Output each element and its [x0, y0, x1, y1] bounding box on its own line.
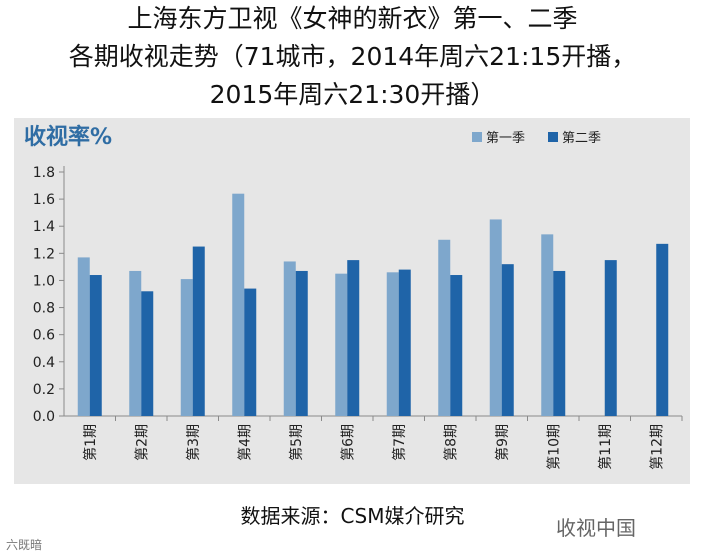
y-axis-label: 收视率% — [24, 124, 112, 150]
bar-season1 — [283, 261, 296, 416]
legend-swatch-1 — [472, 132, 482, 142]
bar-season2 — [398, 269, 411, 416]
y-tick-label: 0.6 — [33, 328, 55, 344]
title-line-2: 各期收视走势（71城市，2014年周六21:15开播， — [68, 42, 637, 71]
bar-season1 — [386, 272, 399, 416]
bar-season2 — [141, 291, 154, 416]
bar-season2 — [553, 270, 566, 416]
source-note: 数据来源：CSM媒介研究 — [240, 504, 465, 528]
bar-season1 — [129, 270, 142, 416]
bar-season2 — [244, 288, 257, 416]
x-tick-label: 第2期 — [133, 424, 150, 461]
watermark-right: 收视中国 — [556, 516, 636, 540]
bar-season2 — [604, 260, 617, 416]
x-tick-label: 第5期 — [288, 424, 305, 461]
legend-label-1: 第一季 — [486, 131, 525, 146]
x-tick-label: 第4期 — [236, 424, 253, 461]
y-tick-label: 0.4 — [33, 355, 55, 371]
bar-season2 — [347, 260, 360, 416]
bar-season1 — [335, 273, 348, 416]
bar-season2 — [450, 275, 463, 416]
bar-season2 — [295, 270, 308, 416]
bar-season2 — [656, 243, 669, 416]
bar-season1 — [489, 219, 502, 416]
bar-season2 — [192, 246, 205, 416]
bar-season2 — [501, 264, 514, 416]
y-tick-label: 1.6 — [33, 192, 55, 208]
chart-panel: 收视率% 0.0 0.2 0.4 0.6 0.8 1.0 1.2 1.4 1.6 1.8 第1期 第2期… — [14, 118, 690, 484]
bar-season2 — [89, 275, 102, 416]
title-line-3: 2015年周六21:30开播） — [209, 80, 496, 109]
x-tick-label: 第12期 — [648, 424, 665, 470]
x-tick-label: 第11期 — [597, 424, 614, 470]
title-line-1: 上海东方卫视《女神的新衣》第一、二季 — [127, 4, 578, 33]
x-tick-label: 第9期 — [494, 424, 511, 461]
x-tick-label: 第7期 — [391, 424, 408, 461]
y-tick-label: 1.0 — [33, 273, 55, 289]
legend-label-2: 第二季 — [562, 131, 601, 146]
bar-season1 — [541, 234, 554, 416]
watermark-left: 六既暗 — [6, 538, 43, 552]
x-tick-label: 第3期 — [185, 424, 202, 461]
bar-season1 — [180, 279, 193, 416]
x-tick-label: 第6期 — [339, 424, 356, 461]
y-tick-label: 1.8 — [33, 165, 55, 181]
y-tick-label: 0.2 — [33, 382, 55, 398]
x-tick-label: 第10期 — [545, 424, 562, 470]
x-tick-label: 第1期 — [82, 424, 99, 461]
legend-swatch-2 — [548, 132, 558, 142]
bar-chart: 收视率% 0.0 0.2 0.4 0.6 0.8 1.0 1.2 1.4 1.6 1.8 第1期 第2期… — [24, 124, 683, 470]
bar-season1 — [438, 239, 451, 416]
y-tick-label: 0.8 — [33, 301, 55, 317]
bar-season1 — [77, 257, 90, 416]
bar-season1 — [232, 193, 245, 416]
y-tick-label: 0.0 — [33, 409, 55, 425]
chart-title: 上海东方卫视《女神的新衣》第一、二季 各期收视走势（71城市，2014年周六21… — [0, 0, 705, 114]
y-tick-label: 1.2 — [33, 246, 55, 262]
x-tick-label: 第8期 — [442, 424, 459, 461]
y-tick-label: 1.4 — [33, 219, 55, 235]
